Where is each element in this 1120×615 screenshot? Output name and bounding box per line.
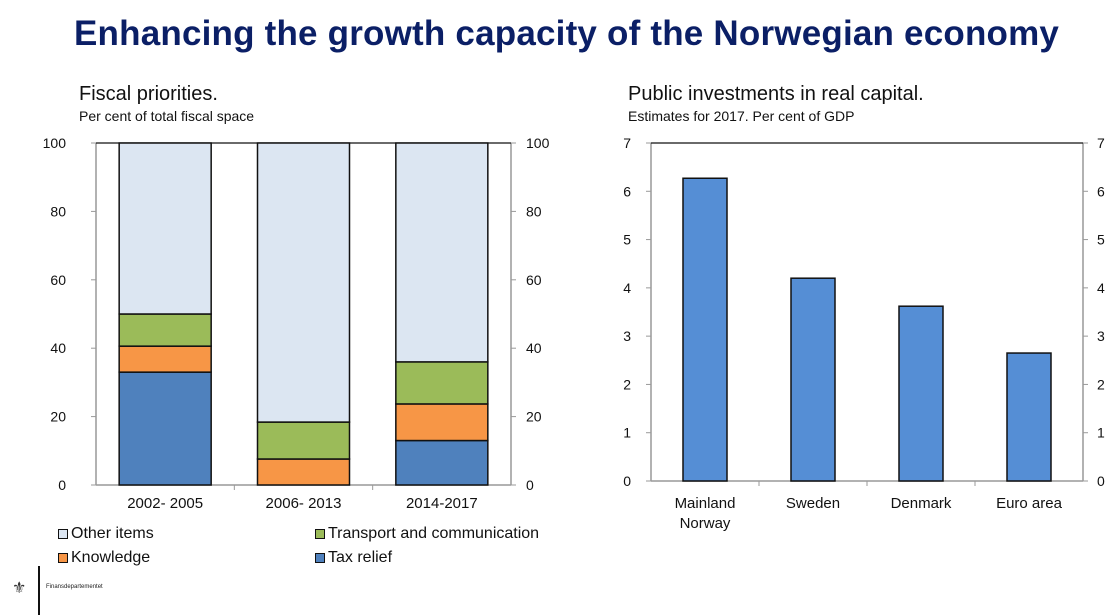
y-tick-label: 4 bbox=[623, 280, 631, 296]
y-tick-label-right: 7 bbox=[1097, 135, 1105, 151]
bar-segment-transport-and-communication bbox=[395, 361, 489, 405]
y-tick-label-right: 20 bbox=[526, 409, 542, 425]
left-chart-subtitle: Per cent of total fiscal space bbox=[79, 108, 255, 124]
legend-label: Knowledge bbox=[71, 549, 151, 566]
y-tick-label-right: 5 bbox=[1097, 232, 1105, 248]
bar-segment-transport-and-communication bbox=[256, 421, 351, 460]
y-tick-label-right: 40 bbox=[526, 340, 542, 356]
bar-segment-other-items bbox=[256, 142, 351, 423]
bar bbox=[682, 177, 728, 482]
footer-divider bbox=[38, 566, 40, 615]
right-chart-title: Public investments in real capital. bbox=[628, 83, 924, 105]
bar-segment-other-items bbox=[395, 142, 489, 363]
x-tick-label: Sweden bbox=[786, 495, 840, 512]
legend-swatch bbox=[315, 529, 325, 539]
bar-segment-knowledge bbox=[395, 403, 489, 442]
y-tick-label-right: 0 bbox=[526, 477, 534, 493]
legend-item: Transport and communication bbox=[315, 525, 539, 543]
legend-item: Knowledge bbox=[58, 549, 150, 567]
x-tick-label: 2002- 2005 bbox=[127, 495, 203, 512]
page-title: Enhancing the growth capacity of the Nor… bbox=[74, 14, 1060, 53]
legend-swatch bbox=[58, 553, 68, 563]
y-tick-label-right: 100 bbox=[526, 135, 550, 151]
bar-segment-tax-relief bbox=[395, 439, 489, 486]
y-tick-label-right: 6 bbox=[1097, 183, 1105, 199]
x-tick-label: Norway bbox=[680, 515, 731, 532]
y-tick-label: 3 bbox=[623, 328, 631, 344]
legend-swatch bbox=[58, 529, 68, 539]
y-tick-label: 40 bbox=[50, 340, 66, 356]
y-tick-label-right: 60 bbox=[526, 272, 542, 288]
bar bbox=[790, 277, 836, 482]
x-tick-label: 2006- 2013 bbox=[266, 495, 342, 512]
y-tick-label-right: 1 bbox=[1097, 425, 1105, 441]
y-tick-label: 0 bbox=[623, 473, 631, 489]
y-tick-label-right: 4 bbox=[1097, 280, 1105, 296]
y-tick-label: 60 bbox=[50, 272, 66, 288]
y-tick-label: 80 bbox=[50, 203, 66, 219]
y-tick-label: 0 bbox=[58, 477, 66, 493]
bar-segment-tax-relief bbox=[118, 371, 212, 486]
y-tick-label: 1 bbox=[623, 425, 631, 441]
bar-segment-transport-and-communication bbox=[118, 313, 212, 347]
y-tick-label-right: 2 bbox=[1097, 376, 1105, 392]
x-tick-label: Denmark bbox=[891, 495, 952, 512]
bar-segment-other-items bbox=[118, 142, 212, 315]
bar bbox=[1006, 352, 1052, 482]
legend-item: Tax relief bbox=[315, 549, 392, 567]
y-tick-label: 7 bbox=[623, 135, 631, 151]
bar bbox=[898, 305, 944, 482]
bar-segment-knowledge bbox=[118, 345, 212, 373]
right-chart-subtitle: Estimates for 2017. Per cent of GDP bbox=[628, 108, 855, 124]
y-tick-label: 6 bbox=[623, 183, 631, 199]
y-tick-label: 20 bbox=[50, 409, 66, 425]
legend-label: Other items bbox=[71, 525, 154, 542]
legend-label: Tax relief bbox=[328, 549, 393, 566]
y-tick-label: 2 bbox=[623, 376, 631, 392]
y-tick-label-right: 80 bbox=[526, 203, 542, 219]
legend-item: Other items bbox=[58, 525, 154, 543]
y-tick-label: 100 bbox=[43, 135, 67, 151]
x-tick-label: 2014-2017 bbox=[406, 495, 478, 512]
x-tick-label: Mainland bbox=[675, 495, 736, 512]
bar-segment-knowledge bbox=[256, 458, 351, 486]
legend-swatch bbox=[315, 553, 325, 563]
norwegian-lion-crest-icon: ⚜ bbox=[12, 580, 27, 597]
left-chart-title: Fiscal priorities. bbox=[79, 83, 218, 105]
legend-label: Transport and communication bbox=[328, 525, 540, 542]
ministry-name: Finansdepartementet bbox=[46, 584, 103, 590]
y-tick-label-right: 0 bbox=[1097, 473, 1105, 489]
x-tick-label: Euro area bbox=[996, 495, 1063, 512]
y-tick-label-right: 3 bbox=[1097, 328, 1105, 344]
y-tick-label: 5 bbox=[623, 232, 631, 248]
